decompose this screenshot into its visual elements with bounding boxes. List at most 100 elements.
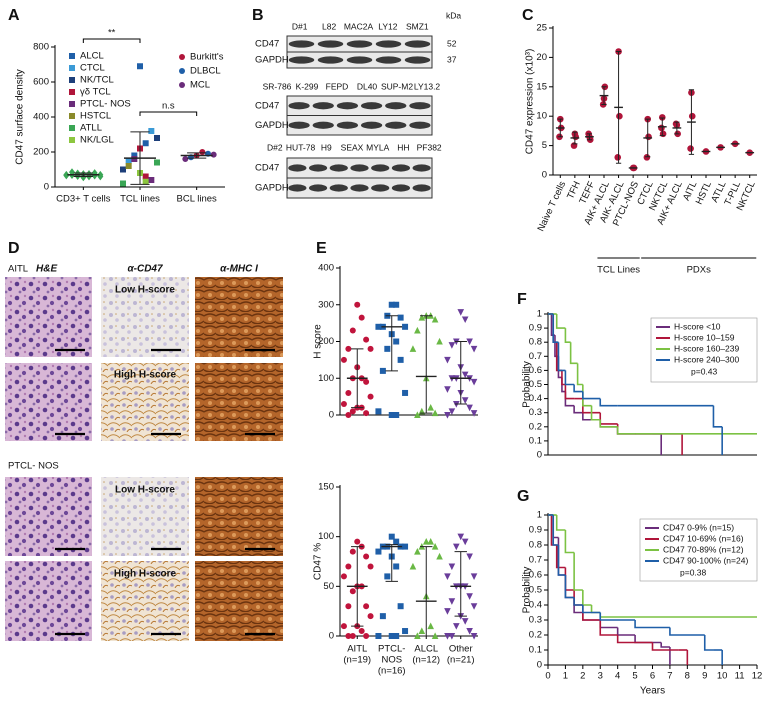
data-point bbox=[345, 345, 352, 352]
blot-band bbox=[409, 121, 431, 129]
error-bar bbox=[187, 152, 207, 159]
survival-step bbox=[582, 391, 601, 400]
data-point bbox=[466, 593, 473, 600]
y-tick-label: 0 bbox=[329, 631, 334, 642]
data-point bbox=[570, 142, 578, 149]
legend-label: CD47 10-69% (n=16) bbox=[663, 533, 744, 543]
x-tick-label: 1 bbox=[563, 671, 568, 682]
data-point bbox=[154, 159, 160, 166]
data-point bbox=[148, 128, 155, 134]
bracket bbox=[139, 111, 198, 116]
data-point bbox=[422, 538, 430, 545]
y-axis-label: CD47 % bbox=[313, 543, 324, 580]
lane-label: DL40 bbox=[357, 81, 378, 91]
x-tick-label: Other bbox=[449, 644, 473, 655]
data-point bbox=[363, 553, 370, 560]
lane-label: SR-786 bbox=[263, 81, 292, 91]
data-point bbox=[349, 633, 356, 639]
blot-band bbox=[404, 40, 431, 48]
x-tick-label: CD3+ T cells bbox=[56, 194, 111, 205]
data-point bbox=[448, 563, 456, 571]
y-tick-label: 0.1 bbox=[529, 645, 542, 656]
survival-step bbox=[555, 342, 562, 372]
panel-letter: G bbox=[517, 488, 529, 505]
legend-label: ALCL bbox=[80, 51, 104, 62]
legend-marker bbox=[179, 54, 185, 60]
data-point bbox=[436, 552, 443, 560]
p-value: p=0.43 bbox=[691, 366, 718, 376]
data-point bbox=[131, 156, 138, 162]
legend-label: CTCL bbox=[80, 63, 105, 74]
data-point bbox=[393, 563, 400, 570]
panel-letter: B bbox=[252, 7, 264, 24]
data-point bbox=[457, 309, 465, 316]
survival-step bbox=[573, 552, 583, 591]
data-point bbox=[461, 316, 469, 324]
legend-label: CD47 70-89% (n=12) bbox=[663, 544, 744, 554]
data-point bbox=[431, 409, 439, 417]
y-tick-label: 25 bbox=[536, 23, 547, 34]
blot-band bbox=[350, 164, 369, 172]
survival-step bbox=[564, 575, 575, 599]
data-point bbox=[375, 633, 382, 639]
legend-marker bbox=[69, 125, 75, 131]
data-point bbox=[393, 338, 400, 345]
y-tick-label: 0 bbox=[542, 170, 547, 181]
blot-band bbox=[317, 40, 344, 48]
error-bar bbox=[385, 315, 398, 372]
blot-band bbox=[385, 102, 407, 110]
lane-label: SUP-M2 bbox=[381, 81, 413, 91]
survival-step bbox=[555, 545, 566, 569]
lane-label: D#1 bbox=[292, 21, 308, 31]
data-point bbox=[672, 120, 680, 128]
blot-band bbox=[346, 40, 373, 48]
data-point bbox=[86, 169, 92, 178]
group-label: PTCL- NOS bbox=[8, 461, 59, 472]
y-tick-label: 15 bbox=[536, 81, 547, 92]
y-tick-label: 0.7 bbox=[529, 351, 542, 362]
group-label: TCL Lines bbox=[597, 265, 640, 276]
data-point bbox=[388, 533, 395, 540]
data-point bbox=[402, 543, 409, 550]
micrograph bbox=[5, 561, 92, 641]
blot-band bbox=[371, 164, 390, 172]
y-tick-label: 1 bbox=[537, 510, 542, 521]
error-bar bbox=[351, 546, 364, 627]
x-tick-label: (n=16) bbox=[378, 666, 406, 677]
data-point bbox=[659, 130, 667, 138]
annotation: n.s bbox=[162, 101, 175, 112]
annotation: ** bbox=[108, 28, 116, 39]
error-bar bbox=[645, 118, 651, 158]
legend-label: Burkitt's bbox=[190, 52, 224, 63]
data-point bbox=[142, 140, 149, 147]
data-point bbox=[363, 410, 370, 417]
survival-step bbox=[582, 384, 592, 407]
y-tick-label: 800 bbox=[33, 42, 49, 53]
x-tick-label: 3 bbox=[598, 671, 603, 682]
survival-step bbox=[582, 590, 592, 606]
error-bar bbox=[420, 315, 433, 414]
y-axis-label: Probability bbox=[522, 567, 533, 614]
survival-step bbox=[564, 575, 575, 599]
survival-step bbox=[599, 398, 618, 407]
y-tick-label: 0.3 bbox=[529, 615, 542, 626]
survival-step bbox=[634, 620, 670, 629]
y-tick-label: 0.2 bbox=[529, 421, 542, 432]
y-tick-label: 0.3 bbox=[529, 407, 542, 418]
micrograph bbox=[195, 477, 283, 556]
y-tick-label: 400 bbox=[318, 263, 334, 274]
survival-step bbox=[616, 627, 636, 636]
x-tick-label: 2 bbox=[580, 671, 585, 682]
legend-label: MCL bbox=[190, 80, 210, 91]
survival-step bbox=[599, 620, 618, 629]
y-axis-label: CD47 surface density bbox=[15, 69, 26, 165]
y-tick-label: 0.8 bbox=[529, 337, 542, 348]
y-tick-label: 0.2 bbox=[529, 630, 542, 641]
legend-marker bbox=[69, 137, 75, 143]
error-bar bbox=[601, 86, 607, 105]
error-bar bbox=[454, 341, 467, 405]
y-tick-label: 0.9 bbox=[529, 323, 542, 334]
lane-label: PF382 bbox=[417, 142, 442, 152]
survival-step bbox=[573, 405, 583, 414]
lane-label: K-299 bbox=[296, 81, 319, 91]
